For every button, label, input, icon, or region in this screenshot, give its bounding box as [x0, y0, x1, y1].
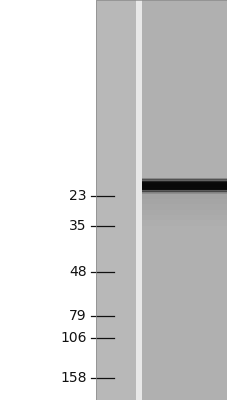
Bar: [142, 193, 227, 194]
Bar: [142, 184, 227, 185]
Bar: [142, 189, 227, 190]
Bar: [142, 0, 227, 400]
Text: 106: 106: [60, 331, 86, 345]
Bar: [142, 182, 227, 183]
Bar: [142, 199, 227, 204]
Bar: [142, 185, 227, 186]
Bar: [135, 0, 142, 400]
Bar: [142, 184, 227, 185]
Bar: [142, 192, 227, 193]
Text: 35: 35: [69, 219, 86, 233]
Bar: [142, 183, 227, 184]
Text: 48: 48: [69, 265, 86, 279]
Bar: [142, 182, 227, 183]
Bar: [142, 181, 227, 182]
Bar: [95, 0, 135, 400]
Bar: [0, 0, 95, 400]
Bar: [142, 191, 227, 192]
Bar: [142, 180, 227, 181]
Bar: [142, 190, 227, 191]
Text: 158: 158: [60, 371, 86, 385]
Bar: [142, 188, 227, 189]
Bar: [142, 183, 227, 184]
Bar: [142, 210, 227, 215]
Bar: [142, 178, 227, 179]
Text: 79: 79: [69, 309, 86, 323]
Bar: [142, 185, 227, 186]
Bar: [142, 204, 227, 210]
Bar: [142, 194, 227, 199]
Bar: [142, 187, 227, 188]
Bar: [142, 181, 227, 182]
Bar: [142, 179, 227, 180]
Bar: [142, 179, 227, 180]
Bar: [142, 220, 227, 226]
Text: 23: 23: [69, 189, 86, 203]
Bar: [95, 0, 227, 400]
Bar: [142, 186, 227, 187]
Bar: [142, 182, 227, 190]
Bar: [142, 180, 227, 181]
Bar: [142, 215, 227, 220]
